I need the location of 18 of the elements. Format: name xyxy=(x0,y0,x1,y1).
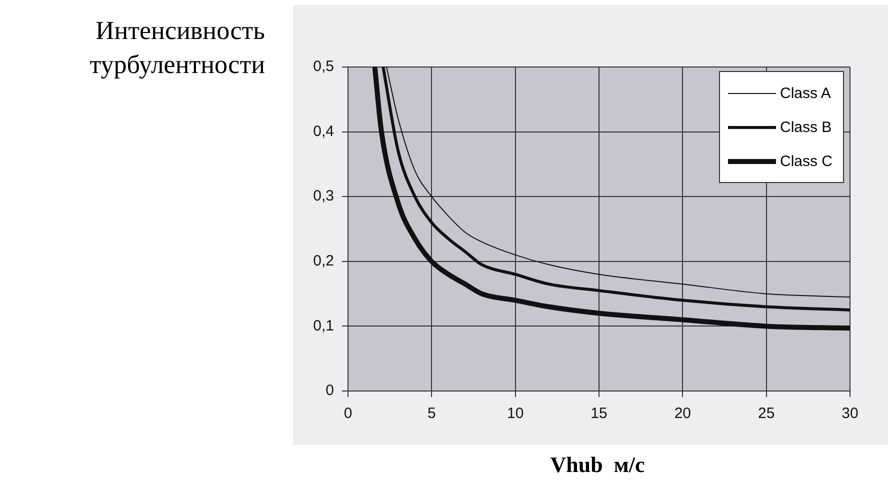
y-tick-label: 0 xyxy=(326,382,334,400)
x-tick-label: 25 xyxy=(758,405,775,422)
x-tick-label: 0 xyxy=(344,405,352,422)
y-tick-label: 0,5 xyxy=(313,58,334,76)
y-tick-label: 0,4 xyxy=(313,122,334,140)
y-axis-title: Интенсивность турбулентности xyxy=(88,15,265,81)
x-tick-label: 20 xyxy=(674,405,692,422)
legend-label: Class A xyxy=(780,84,831,102)
x-axis-title: Vhub м/с xyxy=(549,452,646,478)
x-tick-label: 10 xyxy=(506,405,524,422)
x-tick-label: 30 xyxy=(842,405,858,422)
x-tick-label: 15 xyxy=(590,405,608,422)
legend-label: Class C xyxy=(780,152,833,170)
x-tick-label: 5 xyxy=(427,405,436,422)
y-tick-label: 0,3 xyxy=(313,188,334,205)
legend-label: Class B xyxy=(780,118,832,136)
y-tick-label: 0,2 xyxy=(313,252,334,270)
y-tick-label: 0,1 xyxy=(313,317,334,334)
